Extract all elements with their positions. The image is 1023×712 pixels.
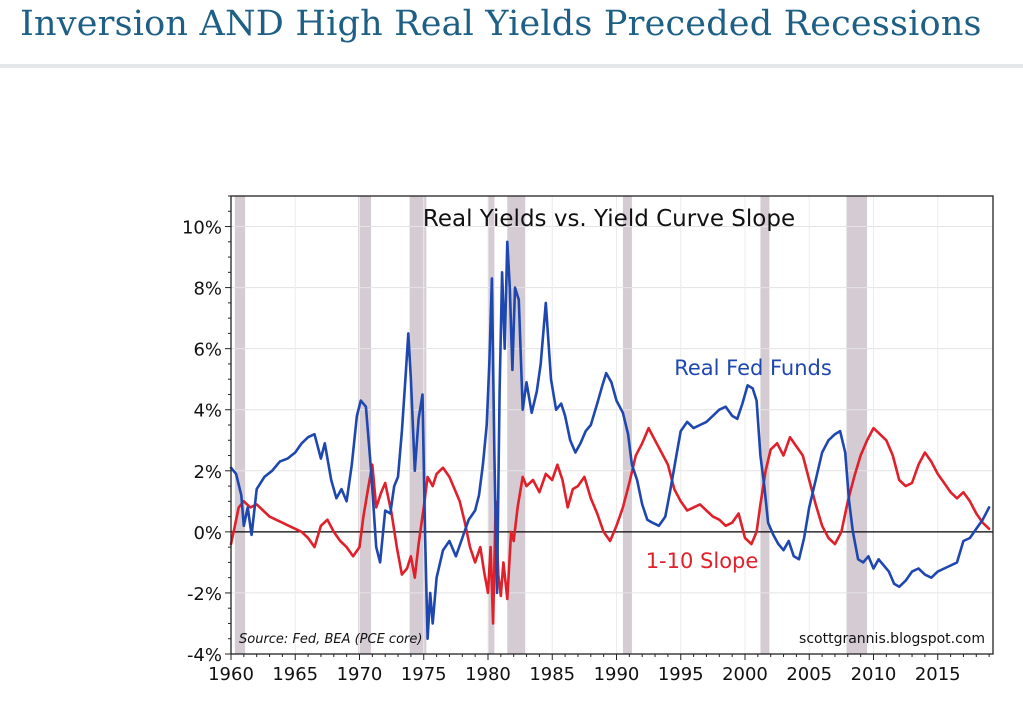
series-label-real-fed-funds: Real Fed Funds: [674, 356, 832, 380]
y-tick-label: -4%: [187, 645, 222, 666]
x-tick-label: 1975: [401, 664, 447, 685]
recession-bands: [234, 196, 868, 654]
series-label-slope: 1-10 Slope: [646, 549, 759, 573]
x-tick-label: 1990: [594, 664, 640, 685]
x-tick-label: 1960: [208, 664, 254, 685]
recession-band: [358, 196, 372, 654]
recession-band: [622, 196, 632, 654]
plot-frame: [230, 195, 994, 655]
y-tick-label: 2%: [193, 462, 222, 483]
x-tick-label: 1985: [529, 664, 575, 685]
recession-band: [507, 196, 526, 654]
x-axis: 1960 1965 1970 1975 1980 1985 1990 1995 2000 2005…: [208, 654, 990, 685]
series-line-real-fed-funds: [229, 240, 991, 640]
x-tick-label: 2015: [915, 664, 961, 685]
page-title: Inversion AND High Real Yields Preceded …: [20, 4, 982, 44]
x-tick-label: 2010: [851, 664, 897, 685]
y-tick-label: -2%: [187, 584, 222, 605]
x-tick-label: 1965: [272, 664, 318, 685]
chart-title: Real Yields vs. Yield Curve Slope: [423, 206, 795, 232]
x-tick-label: 1970: [337, 664, 383, 685]
recession-band: [760, 196, 770, 654]
y-tick-label: 10%: [182, 218, 222, 239]
source-note: Source: Fed, BEA (PCE core): [239, 632, 422, 647]
y-tick-label: 4%: [193, 401, 222, 422]
x-tick-label: 2005: [786, 664, 832, 685]
y-tick-label: 6%: [193, 340, 222, 361]
recession-band: [487, 196, 495, 654]
y-tick-label: 0%: [193, 523, 222, 544]
x-tick-label: 1980: [465, 664, 511, 685]
y-axis: -4% -2% 0% 2% 4% 6% 8% 10%: [182, 195, 231, 666]
x-tick-label: 2000: [722, 664, 768, 685]
series-line-slope: [229, 426, 991, 625]
title-divider: [0, 64, 1023, 68]
recession-band: [846, 196, 868, 654]
series-lines: [229, 240, 991, 640]
gridlines: [231, 196, 993, 654]
recession-band: [234, 196, 246, 654]
y-tick-label: 8%: [193, 279, 222, 300]
x-tick-label: 1995: [658, 664, 704, 685]
credit-note: scottgrannis.blogspot.com: [799, 631, 985, 647]
